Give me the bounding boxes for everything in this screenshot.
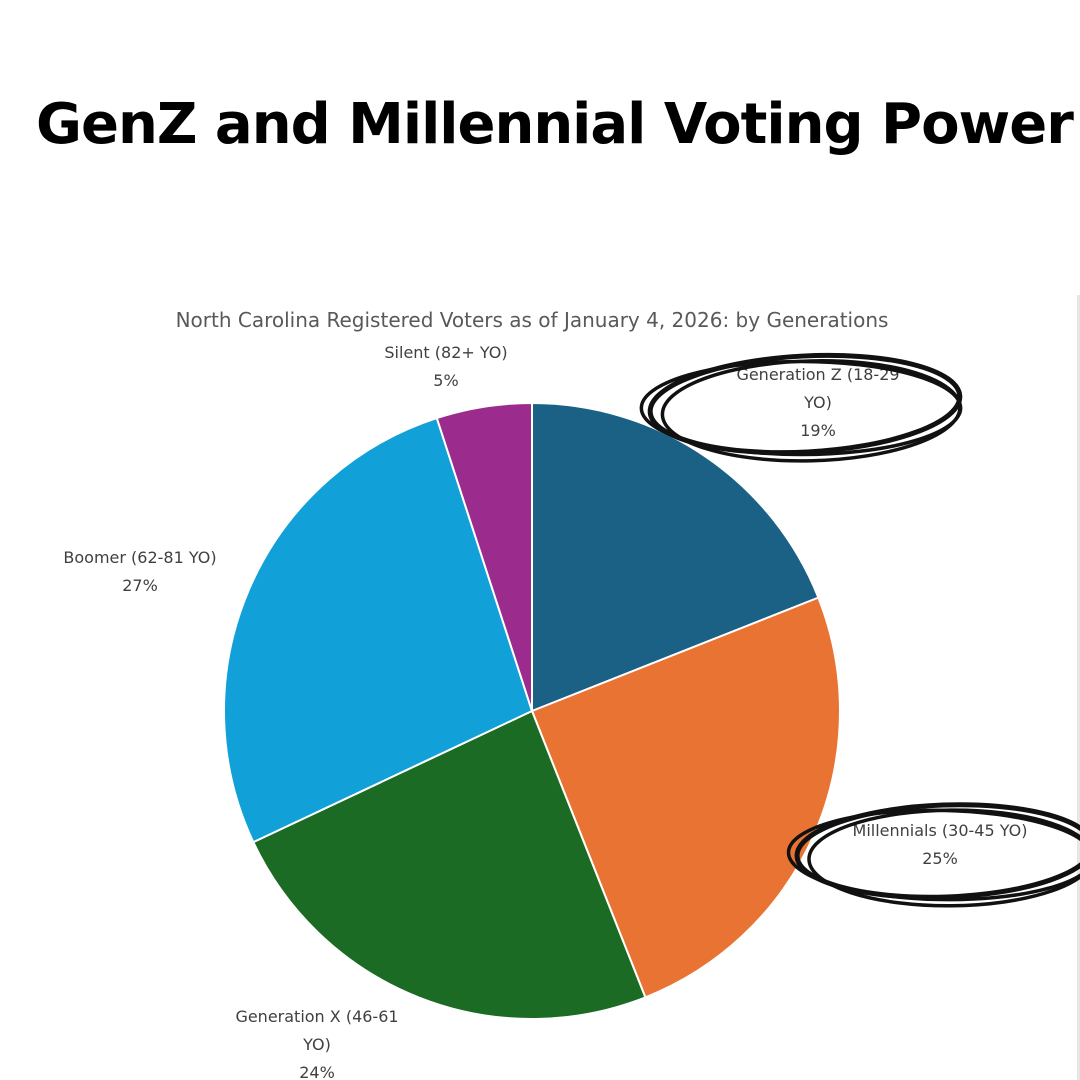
highlight-circles	[639, 352, 1080, 908]
highlight-circle-stroke	[794, 802, 1080, 900]
slice-percent-label: 27%	[122, 576, 158, 595]
chart-title: North Carolina Registered Voters as of J…	[176, 308, 889, 332]
image-edge-divider	[1077, 295, 1080, 1080]
slice-percent-label: 24%	[299, 1063, 335, 1080]
pie-slices	[223, 401, 841, 1020]
pie-slice-boomer	[223, 416, 534, 844]
slice-name-label: Boomer (62-81 YO)	[63, 548, 216, 567]
slice-name-label: Generation X (46-61	[235, 1007, 398, 1026]
slice-name-label: YO)	[302, 1035, 331, 1054]
slice-name-label: Silent (82+ YO)	[384, 343, 507, 362]
slice-name-label: YO)	[803, 393, 832, 412]
pie-slice-silent	[435, 401, 533, 712]
headline: GenZ and Millennial Voting Power	[36, 92, 1074, 157]
slice-labels: Generation Z (18-29 YO) 19% Millennials (30…	[63, 343, 1027, 1080]
pie-slice-generation-x	[251, 709, 647, 1020]
highlight-circle-stroke	[647, 352, 963, 456]
highlight-circle-stroke	[639, 359, 963, 457]
highlight-circle-stroke	[786, 808, 1080, 902]
slice-percent-label: 19%	[800, 421, 836, 440]
slice-name-label: Generation Z (18-29	[736, 365, 899, 384]
pie-slice-generation-z	[531, 401, 820, 713]
slice-percent-label: 5%	[433, 371, 458, 390]
slice-name-label: Millennials (30-45 YO)	[853, 821, 1028, 840]
slice-percent-label: 25%	[922, 849, 958, 868]
